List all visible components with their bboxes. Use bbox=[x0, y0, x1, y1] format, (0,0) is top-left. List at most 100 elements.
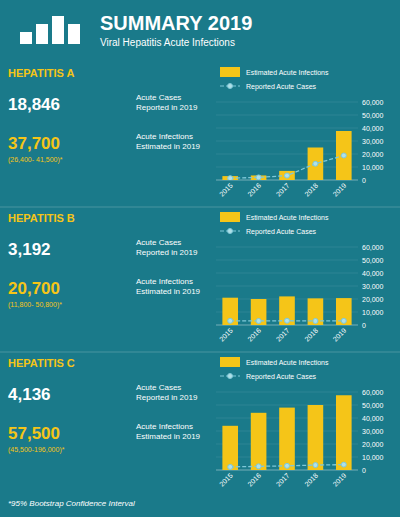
legend-label: Estimated Acute Infections bbox=[246, 69, 329, 76]
y-tick-label: 20,000 bbox=[362, 296, 384, 303]
bar bbox=[308, 148, 324, 181]
infections-interval: (26,400- 41,500)* bbox=[8, 156, 63, 164]
legend-label: Reported Acute Cases bbox=[246, 228, 317, 236]
y-tick-label: 20,000 bbox=[362, 441, 384, 448]
section-separator bbox=[0, 352, 400, 353]
section-separator bbox=[0, 207, 400, 208]
bar bbox=[222, 176, 238, 180]
x-tick-label: 2015 bbox=[218, 182, 234, 198]
section: HEPATITIS B 3,192 Acute CasesReported in 2… bbox=[0, 207, 400, 343]
infections-interval: (45,500-196,000)* bbox=[8, 446, 65, 454]
legend-marker bbox=[228, 84, 233, 89]
header-icon bbox=[20, 16, 80, 44]
text-line: Acute Cases bbox=[136, 93, 181, 102]
point bbox=[228, 318, 233, 323]
icon-bar bbox=[52, 16, 64, 44]
text-line: Estimated in 2019 bbox=[136, 287, 201, 296]
x-tick-label: 2017 bbox=[275, 327, 291, 343]
cases-number: 3,192 bbox=[8, 240, 51, 259]
infections-interval: (11,800- 50,800)* bbox=[8, 301, 62, 309]
x-tick-label: 2018 bbox=[303, 472, 319, 488]
footnote: *95% Bootstrap Confidence Interval bbox=[8, 499, 135, 508]
point bbox=[341, 153, 346, 158]
legend-label: Reported Acute Cases bbox=[246, 373, 317, 381]
bar bbox=[222, 426, 238, 470]
y-tick-label: 10,000 bbox=[362, 309, 384, 316]
y-tick-label: 30,000 bbox=[362, 428, 384, 435]
bar bbox=[251, 413, 267, 470]
title: SUMMARY 2019 bbox=[100, 12, 252, 34]
x-tick-label: 2015 bbox=[218, 327, 234, 343]
x-tick-label: 2019 bbox=[332, 472, 348, 488]
point bbox=[256, 175, 261, 180]
subtitle: Viral Hepatitis Acute Infections bbox=[100, 37, 235, 48]
legend-swatch bbox=[220, 212, 240, 222]
x-tick-label: 2018 bbox=[303, 327, 319, 343]
axes: 010,00020,00030,00040,00050,00060,000201… bbox=[216, 244, 384, 343]
cases-number: 4,136 bbox=[8, 385, 51, 404]
y-tick-label: 20,000 bbox=[362, 151, 384, 158]
grid-line bbox=[216, 392, 358, 393]
section: HEPATITIS A 18,846 Acute CasesReported in … bbox=[8, 67, 384, 198]
text-line: Acute Infections bbox=[136, 422, 193, 431]
grid-line bbox=[216, 260, 358, 261]
grid-line bbox=[216, 102, 358, 103]
legend-marker bbox=[228, 374, 233, 379]
legend-swatch bbox=[220, 357, 240, 367]
legend: Estimated Acute InfectionsReported Acute… bbox=[220, 67, 329, 91]
legend-swatch bbox=[220, 67, 240, 77]
text-line: Reported in 2019 bbox=[136, 103, 198, 112]
icon-bar bbox=[68, 24, 80, 44]
y-tick-label: 60,000 bbox=[362, 244, 384, 251]
point bbox=[313, 161, 318, 166]
axes: 010,00020,00030,00040,00050,00060,000201… bbox=[216, 99, 384, 198]
point bbox=[256, 464, 261, 469]
section-title: HEPATITIS A bbox=[8, 67, 74, 79]
y-tick-label: 50,000 bbox=[362, 112, 384, 119]
text-line: Acute Infections bbox=[136, 132, 193, 141]
background bbox=[0, 0, 400, 517]
y-tick-label: 50,000 bbox=[362, 257, 384, 264]
text-line: Reported in 2019 bbox=[136, 248, 198, 257]
text-line: Acute Cases bbox=[136, 238, 181, 247]
point bbox=[228, 176, 233, 180]
grid-line bbox=[216, 128, 358, 129]
x-tick-label: 2019 bbox=[332, 327, 348, 343]
x-tick-label: 2017 bbox=[275, 472, 291, 488]
x-tick-label: 2019 bbox=[332, 182, 348, 198]
x-tick-label: 2016 bbox=[246, 327, 262, 343]
x-tick-label: 2016 bbox=[246, 472, 262, 488]
legend-marker bbox=[228, 229, 233, 234]
cases-description: Acute CasesReported in 2019 bbox=[136, 383, 198, 402]
y-tick-label: 60,000 bbox=[362, 389, 384, 396]
text-line: Estimated in 2019 bbox=[136, 142, 201, 151]
text-line: Acute Infections bbox=[136, 277, 193, 286]
icon-bar bbox=[36, 24, 48, 44]
x-tick-label: 2016 bbox=[246, 182, 262, 198]
bar bbox=[222, 298, 238, 325]
bar bbox=[308, 405, 324, 470]
icon-bar bbox=[20, 32, 32, 44]
x-tick-label: 2015 bbox=[218, 472, 234, 488]
plot-area bbox=[222, 395, 351, 470]
grid-line bbox=[216, 286, 358, 287]
y-tick-label: 0 bbox=[362, 467, 366, 474]
point bbox=[228, 464, 233, 469]
cases-number: 18,846 bbox=[8, 95, 60, 114]
section: HEPATITIS C4,136Acute CasesReported in 2… bbox=[0, 352, 400, 488]
bar bbox=[336, 131, 352, 180]
y-tick-label: 30,000 bbox=[362, 138, 384, 145]
line bbox=[230, 156, 344, 179]
legend-label: Estimated Acute Infections bbox=[246, 359, 329, 366]
text-line: Acute Cases bbox=[136, 383, 181, 392]
y-tick-label: 10,000 bbox=[362, 164, 384, 171]
point bbox=[285, 318, 290, 323]
y-tick-label: 40,000 bbox=[362, 270, 384, 277]
point bbox=[341, 462, 346, 467]
y-tick-label: 40,000 bbox=[362, 125, 384, 132]
y-tick-label: 30,000 bbox=[362, 283, 384, 290]
y-tick-label: 10,000 bbox=[362, 454, 384, 461]
point bbox=[313, 463, 318, 468]
plot-area bbox=[222, 131, 351, 180]
section-title: HEPATITIS B bbox=[8, 212, 75, 224]
